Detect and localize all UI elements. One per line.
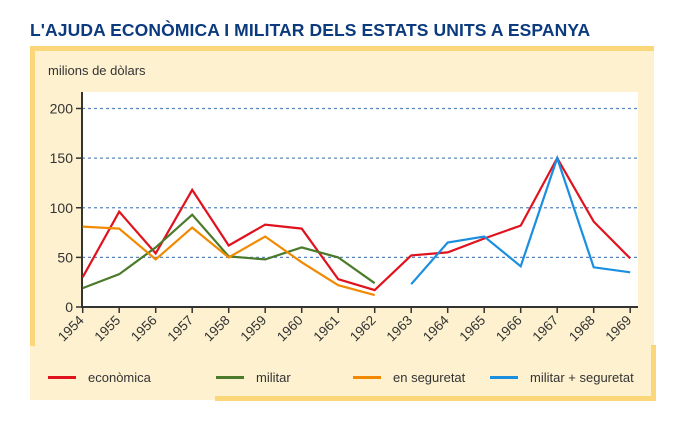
legend-label: militar	[256, 370, 291, 385]
legend-swatch	[490, 376, 518, 379]
legend-swatch	[216, 376, 244, 379]
x-tick-label: 1957	[164, 313, 196, 345]
legend-swatch	[353, 376, 381, 379]
x-tick-label: 1956	[128, 313, 160, 345]
legend-item-economica: econòmica	[48, 370, 151, 385]
y-tick-label: 200	[50, 101, 74, 117]
legend-label: militar + seguretat	[530, 370, 634, 385]
chart-title: L'AJUDA ECONÒMICA I MILITAR DELS ESTATS …	[30, 20, 591, 40]
x-tick-label: 1955	[91, 313, 123, 345]
x-tick-label: 1965	[456, 313, 488, 345]
y-tick-label: 0	[65, 299, 73, 315]
y-tick-label: 100	[50, 200, 74, 216]
x-tick-label: 1961	[310, 313, 342, 345]
series-line-0	[81, 155, 631, 292]
x-tick-label: 1963	[383, 313, 415, 345]
legend-label: en seguretat	[393, 370, 466, 385]
x-tick-label: 1960	[274, 313, 306, 345]
x-tick-label: 1958	[201, 313, 233, 345]
x-tick-label: 1968	[566, 313, 598, 345]
legend: econòmica militar en seguretat militar +…	[48, 370, 648, 388]
panel-border-bottom	[215, 396, 656, 401]
legend-label: econòmica	[88, 370, 151, 385]
legend-item-militar: militar	[216, 370, 291, 385]
panel-border-top-overlay	[30, 46, 654, 51]
y-tick-label: 50	[57, 249, 73, 265]
x-tick-label: 1959	[237, 313, 269, 345]
panel-border-left	[30, 46, 35, 346]
x-tick-label: 1964	[420, 312, 452, 344]
legend-item-militar-seguretat: militar + seguretat	[490, 370, 634, 385]
y-axis-label: milions de dòlars	[48, 63, 146, 78]
panel-border-right	[651, 345, 656, 400]
x-tick-label: 1962	[347, 313, 379, 345]
x-tick-label: 1969	[602, 313, 634, 345]
plot-area	[82, 92, 638, 307]
legend-swatch	[48, 376, 76, 379]
y-tick-label: 150	[50, 150, 74, 166]
x-tick-label: 1954	[55, 312, 87, 344]
x-tick-label: 1966	[493, 313, 525, 345]
legend-item-en-seguretat: en seguretat	[353, 370, 465, 385]
x-tick-label: 1967	[529, 313, 561, 345]
